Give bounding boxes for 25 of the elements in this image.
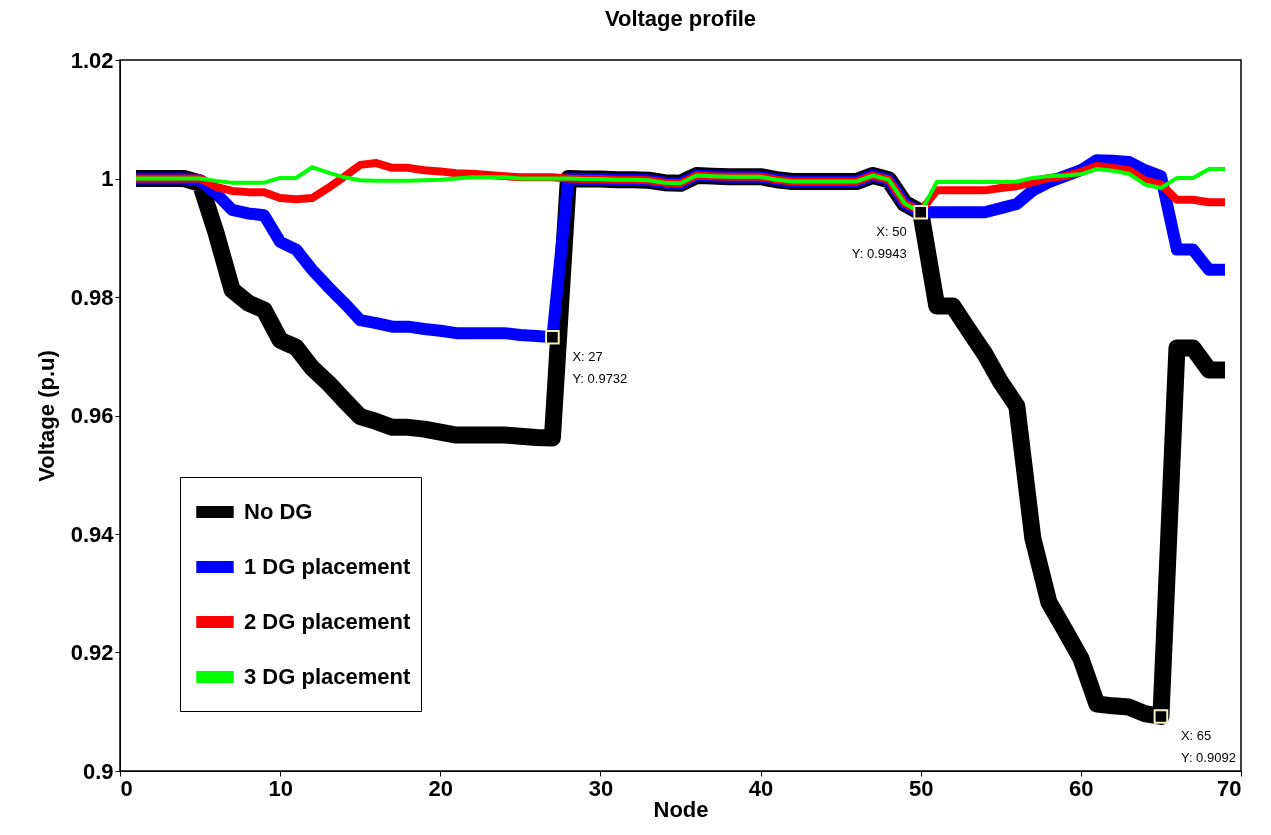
y-tick-label: 1.02 xyxy=(70,47,114,73)
y-tick-label: 0.92 xyxy=(70,640,114,665)
legend-label: 3 DG placement xyxy=(244,664,411,689)
y-tick-label: 0.98 xyxy=(70,284,114,310)
x-tick-label: 60 xyxy=(1069,775,1094,801)
y-tick-label: 1 xyxy=(101,166,114,191)
annotation: X: 50 Y: 0.9943 xyxy=(851,224,907,262)
x-tick-label: 10 xyxy=(268,775,293,801)
y-tick-label: 0.9 xyxy=(82,758,114,784)
x-tick-label: 0 xyxy=(120,775,133,801)
y-tick-label: 0.94 xyxy=(70,521,115,547)
legend-label: 2 DG placement xyxy=(244,609,411,634)
x-tick-label: 30 xyxy=(588,775,614,801)
annotation: X: 27 Y: 0.9732 xyxy=(572,349,628,387)
x-tick-label: 70 xyxy=(1217,775,1242,801)
x-tick-label: 40 xyxy=(748,775,774,801)
x-tick-label: 20 xyxy=(428,775,454,801)
x-tick-label: 50 xyxy=(908,775,934,801)
x-axis-title: Node xyxy=(653,796,709,822)
legend-label: 1 DG placement xyxy=(244,554,411,579)
chart-title: Voltage profile xyxy=(604,6,757,31)
y-axis-title: Voltage (p.u) xyxy=(33,350,59,482)
y-tick-label: 0.96 xyxy=(70,403,114,428)
annotation: X: 65 Y: 0.9092 xyxy=(1180,728,1236,766)
legend-label: No DG xyxy=(244,499,313,524)
